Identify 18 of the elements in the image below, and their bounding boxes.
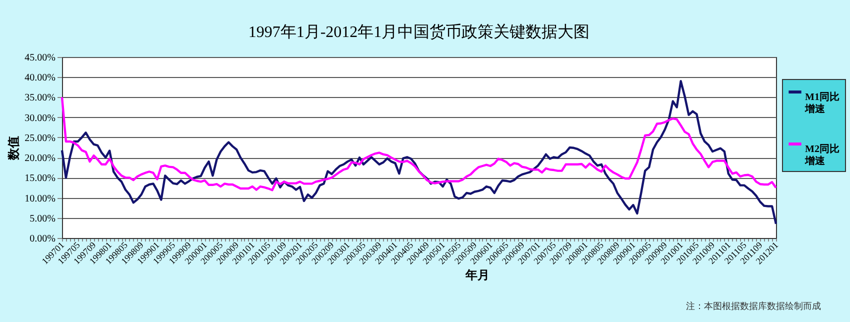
chart-title: 1997年1月-2012年1月中国货币政策关键数据大图 [248,23,590,41]
y-tick-label: 10.00% [24,193,56,204]
y-axis-title: 数值 [6,136,21,161]
y-tick-label: 0.00% [30,234,56,244]
y-tick-label: 30.00% [24,112,56,124]
y-tick-label: 15.00% [24,173,56,184]
y-tick-label: 45.00% [24,52,56,64]
legend-label: M2同比增速 [804,143,840,167]
y-tick-label: 25.00% [24,132,56,144]
x-axis-title: 年月 [464,268,490,282]
y-tick-label: 40.00% [24,72,56,84]
y-tick-label: 35.00% [24,92,56,104]
y-tick-label: 20.00% [24,153,56,164]
line-series [60,80,778,226]
line-series [60,96,778,192]
text: 注：本图根据数据库数据绘制而成 [686,301,821,311]
y-tick-label: 5.00% [30,213,56,224]
legend-label: M1同比增速 [804,91,840,115]
